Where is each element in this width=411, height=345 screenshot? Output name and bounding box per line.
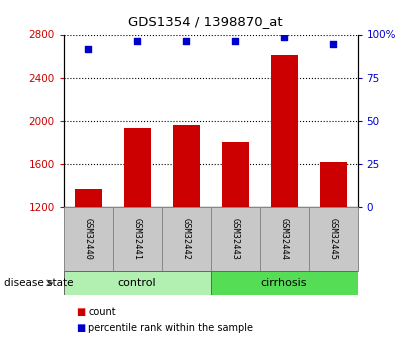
- Point: [281, 34, 287, 40]
- Text: GDS1354 / 1398870_at: GDS1354 / 1398870_at: [128, 16, 283, 29]
- Text: ■: ■: [76, 307, 85, 317]
- Text: GSM32444: GSM32444: [279, 218, 289, 260]
- Point: [85, 46, 92, 52]
- Text: GSM32443: GSM32443: [231, 218, 240, 260]
- Text: GSM32441: GSM32441: [133, 218, 142, 260]
- Bar: [162, 207, 211, 271]
- Bar: [64, 271, 210, 295]
- Text: disease state: disease state: [4, 278, 74, 288]
- Text: percentile rank within the sample: percentile rank within the sample: [88, 324, 253, 333]
- FancyArrowPatch shape: [47, 280, 52, 285]
- Point: [134, 38, 141, 43]
- Text: GSM32442: GSM32442: [182, 218, 191, 260]
- Bar: [309, 207, 358, 271]
- Text: GSM32440: GSM32440: [84, 218, 93, 260]
- Bar: [211, 271, 358, 295]
- Bar: [320, 162, 346, 207]
- Bar: [260, 207, 309, 271]
- Bar: [64, 207, 113, 271]
- Bar: [113, 207, 162, 271]
- Point: [330, 41, 336, 47]
- Bar: [173, 125, 200, 207]
- Text: GSM32445: GSM32445: [328, 218, 337, 260]
- Bar: [75, 189, 102, 207]
- Bar: [222, 142, 249, 207]
- Bar: [211, 207, 260, 271]
- Bar: [124, 128, 151, 207]
- Text: control: control: [118, 278, 157, 288]
- Point: [232, 38, 238, 43]
- Text: ■: ■: [76, 324, 85, 333]
- Text: count: count: [88, 307, 116, 317]
- Point: [183, 38, 189, 43]
- Text: cirrhosis: cirrhosis: [261, 278, 307, 288]
- Bar: [270, 55, 298, 207]
